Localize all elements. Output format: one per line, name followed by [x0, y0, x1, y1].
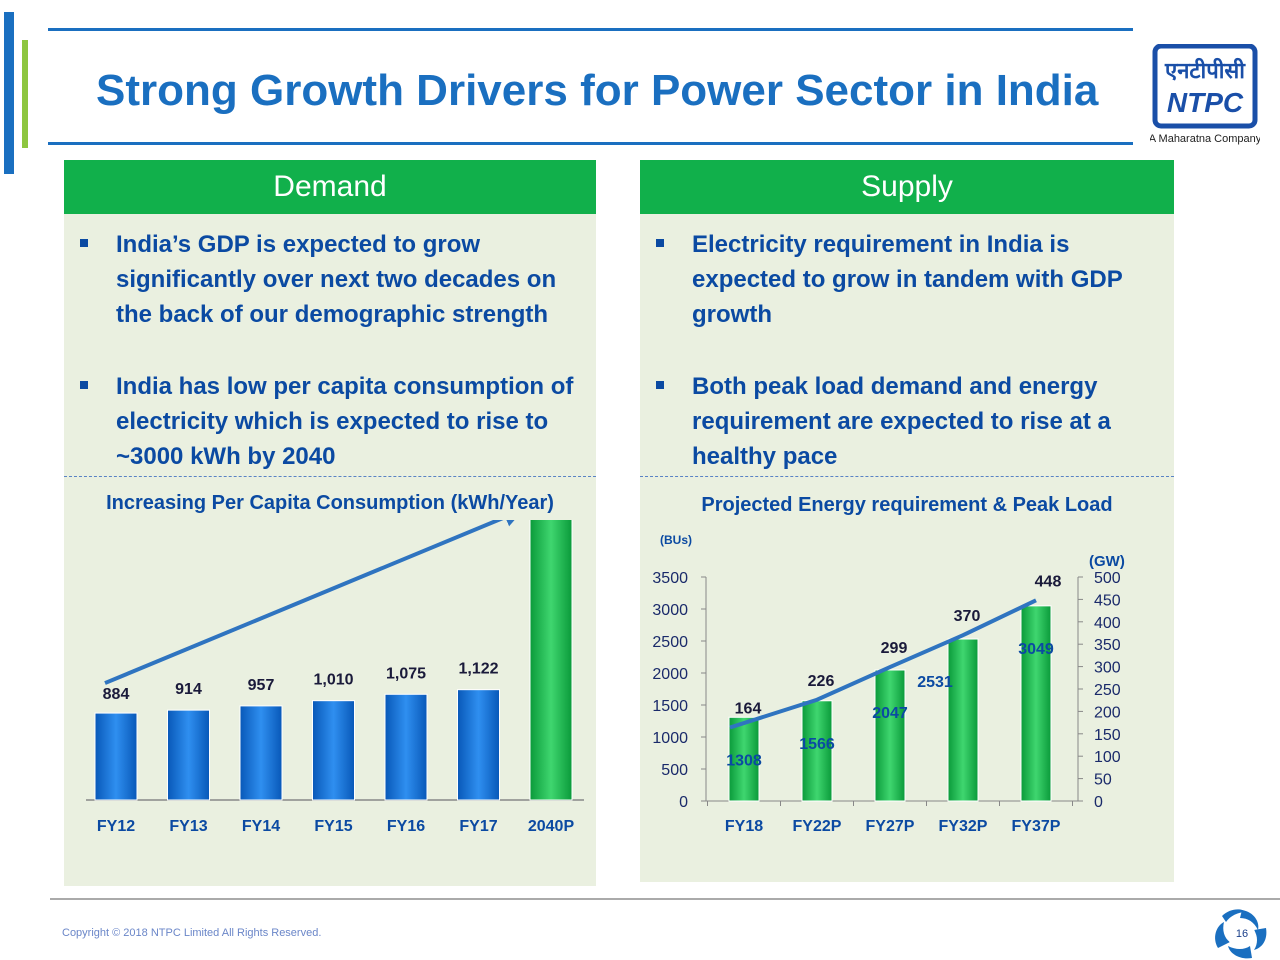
right-axis-unit: (GW): [1089, 553, 1125, 570]
x-tick-label: FY37P: [1012, 818, 1061, 835]
ntpc-logo: एनटीपीसी NTPC A Maharatna Company: [1150, 44, 1260, 145]
bar-value-label: 1308: [726, 752, 762, 769]
supply-divider: [640, 476, 1174, 477]
demand-divider: [64, 476, 596, 477]
left-axis-unit: (BUs): [660, 533, 692, 547]
x-tick-label: FY18: [725, 818, 763, 835]
right-tick-label: 200: [1094, 704, 1121, 721]
x-tick-label: FY13: [169, 818, 207, 835]
data-label: 914: [175, 681, 202, 698]
bar: [457, 689, 500, 801]
x-tick-label: FY15: [314, 818, 352, 835]
data-label: 957: [248, 677, 275, 694]
x-tick-label: FY12: [97, 818, 135, 835]
demand-bullet: India’s GDP is expected to grow signific…: [64, 227, 596, 332]
left-tick-label: 2000: [652, 666, 688, 683]
bar-value-label: 1566: [799, 736, 835, 753]
bar: [239, 705, 283, 801]
data-label: 884: [103, 686, 130, 703]
peak-load-label: 448: [1035, 573, 1062, 590]
bar: [167, 709, 210, 801]
right-tick-label: 50: [1094, 772, 1112, 789]
energy-peak-chart: (BUs) (GW) 0 500 1000 1500 2000 2500 3000 3500 0 50…: [652, 533, 1125, 835]
logo-hindi-text: एनटीपीसी: [1164, 57, 1246, 83]
bar: [874, 669, 906, 802]
supply-bullet: Both peak load demand and energy require…: [640, 369, 1174, 474]
left-tick-label: 3000: [652, 602, 688, 619]
title-rule-bottom: [48, 142, 1133, 145]
x-tick-label: FY17: [459, 818, 497, 835]
bar: [728, 716, 760, 802]
left-tick-label: 0: [679, 794, 688, 811]
right-tick-label: 400: [1094, 615, 1121, 632]
left-tick-label: 1000: [652, 730, 688, 747]
bar: [312, 700, 355, 801]
x-tick-label: FY14: [242, 818, 280, 835]
bar: [94, 712, 138, 801]
slide-title: Strong Growth Drivers for Power Sector i…: [96, 66, 1099, 115]
peak-load-label: 226: [808, 673, 835, 690]
footer-rule: [50, 898, 1280, 900]
bar: [529, 520, 573, 801]
logo-ntpc-text: NTPC: [1167, 87, 1244, 118]
bar-value-label: 2531: [917, 674, 953, 691]
x-tick-label: FY27P: [866, 818, 915, 835]
peak-load-label: 370: [954, 608, 981, 625]
x-tick-label: FY22P: [793, 818, 842, 835]
supply-header: Supply: [640, 160, 1174, 214]
x-tick-label: 2040P: [528, 818, 575, 835]
per-capita-chart-title: Increasing Per Capita Consumption (kWh/Y…: [106, 492, 554, 514]
data-label: 1,075: [386, 665, 426, 682]
right-tick-label: 450: [1094, 592, 1121, 609]
data-label: 1,122: [458, 661, 498, 678]
bar: [1020, 605, 1052, 802]
peak-load-label: 299: [881, 640, 908, 657]
right-tick-label: 500: [1094, 570, 1121, 587]
bar-value-label: 2047: [872, 705, 908, 722]
trend-arrow: [104, 520, 524, 685]
left-tick-label: 2500: [652, 634, 688, 651]
ntpc-emblem-icon: [1215, 909, 1267, 959]
bar: [801, 700, 833, 802]
logo-tagline: A Maharatna Company: [1150, 133, 1260, 145]
data-label: 1,010: [313, 672, 353, 689]
bar: [384, 693, 428, 801]
left-tick-label: 500: [661, 762, 688, 779]
supply-bullets: Electricity requirement in India is expe…: [640, 227, 1174, 474]
accent-bar-green: [22, 40, 28, 148]
page-number: 16: [1235, 928, 1249, 940]
demand-bullets: India’s GDP is expected to grow signific…: [64, 227, 596, 474]
x-tick-label: FY32P: [939, 818, 988, 835]
bar-value-label: 3049: [1018, 641, 1054, 658]
right-tick-label: 0: [1094, 794, 1103, 811]
demand-bullet: India has low per capita consumption of …: [64, 369, 596, 474]
left-tick-label: 1500: [652, 698, 688, 715]
peak-load-line: [729, 598, 1037, 730]
right-tick-label: 250: [1094, 682, 1121, 699]
right-tick-label: 300: [1094, 660, 1121, 677]
copyright-text: Copyright © 2018 NTPC Limited All Rights…: [62, 927, 322, 939]
bar: [947, 638, 979, 802]
left-tick-label: 3500: [652, 570, 688, 587]
right-tick-label: 150: [1094, 727, 1121, 744]
x-tick-label: FY16: [387, 818, 425, 835]
per-capita-chart: 884 FY12 914 FY13 957 FY14 1,010 FY15 1,075 FY16 1…: [86, 520, 584, 835]
title-rule-top: [48, 28, 1133, 31]
accent-bar-blue: [4, 12, 14, 174]
right-tick-label: 350: [1094, 637, 1121, 654]
energy-chart-title: Projected Energy requirement & Peak Load: [701, 494, 1113, 516]
peak-load-label: 164: [735, 701, 762, 718]
demand-header: Demand: [64, 160, 596, 214]
right-tick-label: 100: [1094, 749, 1121, 766]
supply-bullet: Electricity requirement in India is expe…: [640, 227, 1174, 332]
